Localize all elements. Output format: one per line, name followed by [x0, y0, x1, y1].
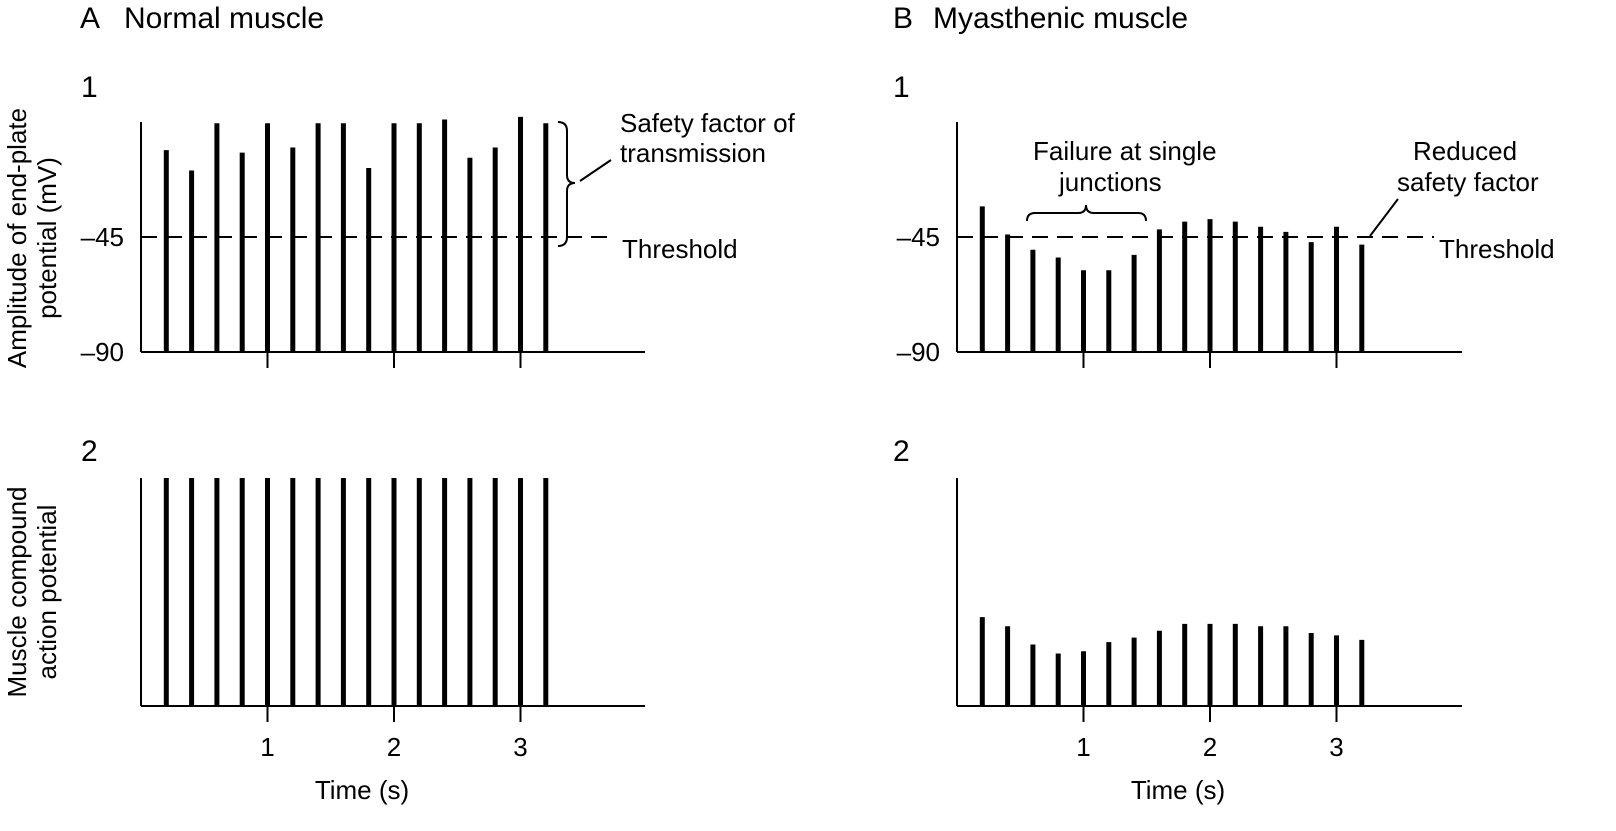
safety-factor-label-line2: transmission — [620, 138, 766, 168]
chart-panel-a2: 1 2 3 — [140, 478, 645, 762]
threshold-label-b: Threshold — [1439, 234, 1555, 264]
y-axis-title-top-line2: potential (mV) — [32, 157, 62, 319]
row-b1-number: 1 — [893, 71, 910, 104]
x-tick-label-a2-1: 1 — [260, 732, 274, 762]
x-tick-label-b2-3: 3 — [1329, 732, 1343, 762]
x-tick-label-b2-1: 1 — [1076, 732, 1090, 762]
row-a2-number: 2 — [81, 435, 98, 468]
x-tick-label-a2-2: 2 — [387, 732, 401, 762]
y-tick-label-a1--45: –45 — [81, 222, 124, 252]
y-tick-label-b1--45: –45 — [897, 222, 940, 252]
row-b2-number: 2 — [893, 435, 910, 468]
reduced-safety-leader-line — [1369, 198, 1399, 237]
panel-b-letter: B — [893, 2, 913, 35]
chart-panel-b2: 1 2 3 — [956, 478, 1462, 762]
panel-a-letter: A — [80, 2, 100, 35]
safety-factor-label-line1: Safety factor of — [620, 108, 796, 138]
safety-factor-brace — [557, 121, 576, 247]
y-axis-title-bottom-line2: action potential — [32, 505, 62, 680]
y-axis-title-top-line1: Amplitude of end-plate — [2, 108, 32, 368]
row-a1-number: 1 — [81, 71, 98, 104]
reduced-safety-label-line2: safety factor — [1397, 167, 1539, 197]
reduced-safety-label-line1: Reduced — [1413, 136, 1517, 166]
safety-factor-leader-line — [579, 159, 612, 182]
failure-label-line2: junctions — [1058, 167, 1162, 197]
panel-b-title: Myasthenic muscle — [933, 2, 1188, 35]
threshold-label-a: Threshold — [622, 234, 738, 264]
x-axis-title-b: Time (s) — [1131, 775, 1225, 805]
y-axis-title-bottom-line1: Muscle compound — [2, 487, 32, 698]
failure-label-line1: Failure at single — [1033, 136, 1217, 166]
y-tick-label-b1--90: –90 — [897, 337, 940, 367]
x-tick-label-b2-2: 2 — [1203, 732, 1217, 762]
chart-panel-a1: –45 –90 — [81, 116, 645, 368]
failure-brace — [1026, 204, 1147, 222]
x-axis-title-a: Time (s) — [315, 775, 409, 805]
panel-a-title: Normal muscle — [124, 2, 324, 35]
chart-panel-b1: –45 –90 — [897, 122, 1462, 368]
x-tick-label-a2-3: 3 — [513, 732, 527, 762]
y-tick-label-a1--90: –90 — [81, 337, 124, 367]
